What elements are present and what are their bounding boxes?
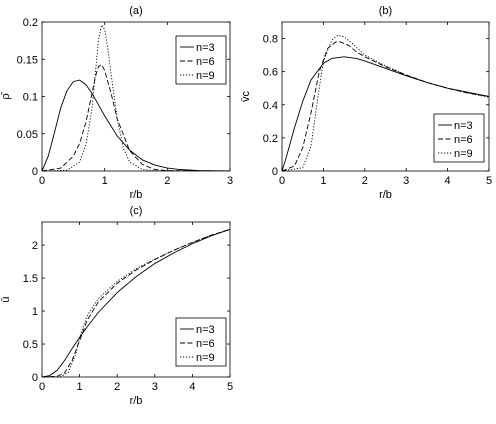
x-tick-label: 1 — [320, 175, 326, 187]
x-tick-label: 3 — [227, 175, 233, 187]
x-tick-label: 0 — [39, 175, 45, 187]
legend-label: n=9 — [196, 352, 215, 364]
chart-panel-3: 0 1 2 3 4 5 0 0.5 1 1.5 2 (c) r/b ū n=3 n=6 n=9 — [0, 205, 233, 407]
legend-box — [433, 113, 485, 163]
series-line-n-6 — [42, 228, 230, 377]
x-tick-label: 4 — [445, 175, 451, 187]
x-axis-label: r/b — [379, 189, 392, 201]
x-tick-label: 2 — [362, 175, 368, 187]
series-line-n-3 — [42, 228, 230, 377]
legend-label: n=9 — [454, 148, 473, 160]
panel-title: (a) — [129, 5, 142, 17]
series-line-n-3 — [42, 79, 230, 171]
x-axis-label: r/b — [130, 189, 143, 201]
x-tick-label: 1 — [77, 381, 83, 393]
chart-panel-1: 0 1 2 3 0 0.05 0.1 0.15 0.2 (a) r/b ρ̄ n=3 n=6 n=9 — [0, 5, 233, 201]
y-tick-label: 0 — [272, 166, 278, 178]
series-line-n-6 — [42, 63, 230, 171]
x-tick-label: 2 — [114, 381, 120, 393]
legend-label: n=3 — [196, 42, 215, 54]
y-tick-label: 0.15 — [17, 54, 38, 66]
x-tick-label: 5 — [227, 381, 233, 393]
x-tick-label: 1 — [102, 175, 108, 187]
plot-frame — [41, 221, 231, 378]
legend-label: n=3 — [196, 324, 215, 336]
y-tick-label: 0.2 — [23, 17, 38, 29]
y-axis-label: v̄c — [240, 91, 252, 103]
y-tick-label: 0.6 — [263, 67, 278, 79]
y-tick-label: 1 — [32, 306, 38, 318]
legend-label: n=6 — [196, 56, 215, 68]
x-tick-label: 3 — [152, 381, 158, 393]
series-line-n-3 — [282, 56, 489, 171]
x-tick-label: 0 — [279, 175, 285, 187]
x-tick-label: 2 — [164, 175, 170, 187]
legend-box — [175, 35, 227, 85]
y-tick-label: 0 — [32, 372, 38, 384]
series-line-n-6 — [282, 41, 489, 171]
y-tick-label: 0.05 — [17, 129, 38, 141]
legend: n=3 n=6 n=9 — [175, 35, 227, 85]
y-tick-label: 0 — [32, 166, 38, 178]
legend: n=3 n=6 n=9 — [433, 113, 485, 163]
y-tick-label: 0.1 — [23, 92, 38, 104]
y-axis-label: ρ̄ — [0, 91, 12, 99]
legend-box — [175, 317, 227, 367]
x-tick-label: 0 — [39, 381, 45, 393]
y-axis-label: ū — [0, 296, 12, 302]
x-axis-label: r/b — [130, 395, 143, 407]
legend: n=3 n=6 n=9 — [175, 317, 227, 367]
x-tick-label: 5 — [486, 175, 492, 187]
series-line-n-9 — [282, 34, 489, 171]
series-line-n-9 — [42, 229, 230, 377]
panel-title: (b) — [379, 5, 392, 17]
x-tick-label: 4 — [189, 381, 195, 393]
x-tick-label: 3 — [403, 175, 409, 187]
y-tick-label: 1.5 — [23, 273, 38, 285]
chart-panel-2: 0 1 2 3 4 5 0 0.2 0.4 0.6 0.8 (b) r/b v̄c n=3 n=6 n=9 — [240, 5, 492, 201]
legend-label: n=3 — [454, 120, 473, 132]
legend-label: n=6 — [454, 134, 473, 146]
y-tick-label: 0.4 — [263, 100, 278, 112]
legend-label: n=9 — [196, 70, 215, 82]
y-tick-label: 0.5 — [23, 339, 38, 351]
y-tick-label: 0.2 — [263, 133, 278, 145]
legend-label: n=6 — [196, 338, 215, 350]
y-tick-label: 0.8 — [263, 34, 278, 46]
y-tick-label: 2 — [32, 240, 38, 252]
panel-title: (c) — [130, 205, 143, 217]
